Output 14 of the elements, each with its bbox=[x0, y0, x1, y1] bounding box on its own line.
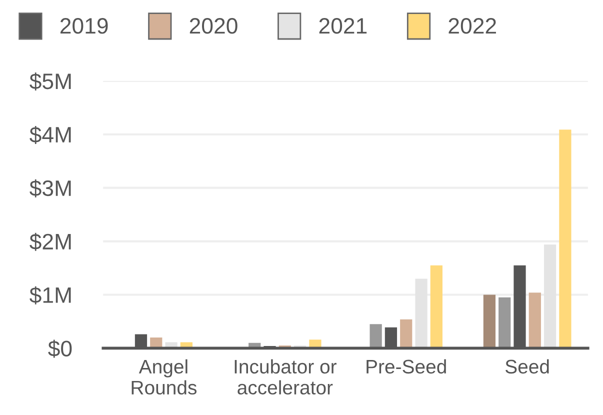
y-tick-label: $3M bbox=[30, 179, 71, 198]
x-tick-label: Pre-Seed bbox=[366, 359, 446, 374]
x-tick-label: Seed bbox=[506, 359, 549, 374]
y-tick-label: $1M bbox=[30, 286, 71, 304]
legend-label: 2019 bbox=[60, 18, 108, 34]
legend-label: 2021 bbox=[319, 18, 367, 34]
x-tick-label: Incubator or accelerator bbox=[234, 359, 336, 395]
legend-label: 2022 bbox=[448, 18, 496, 34]
legend-label: 2020 bbox=[190, 18, 238, 34]
y-tick-label: $2M bbox=[30, 232, 71, 251]
y-tick-label: $0 bbox=[48, 340, 72, 358]
y-tick-label: $4M bbox=[30, 126, 71, 144]
x-tick-label: Angel Rounds bbox=[132, 359, 197, 395]
y-tick-label: $5M bbox=[30, 72, 71, 91]
